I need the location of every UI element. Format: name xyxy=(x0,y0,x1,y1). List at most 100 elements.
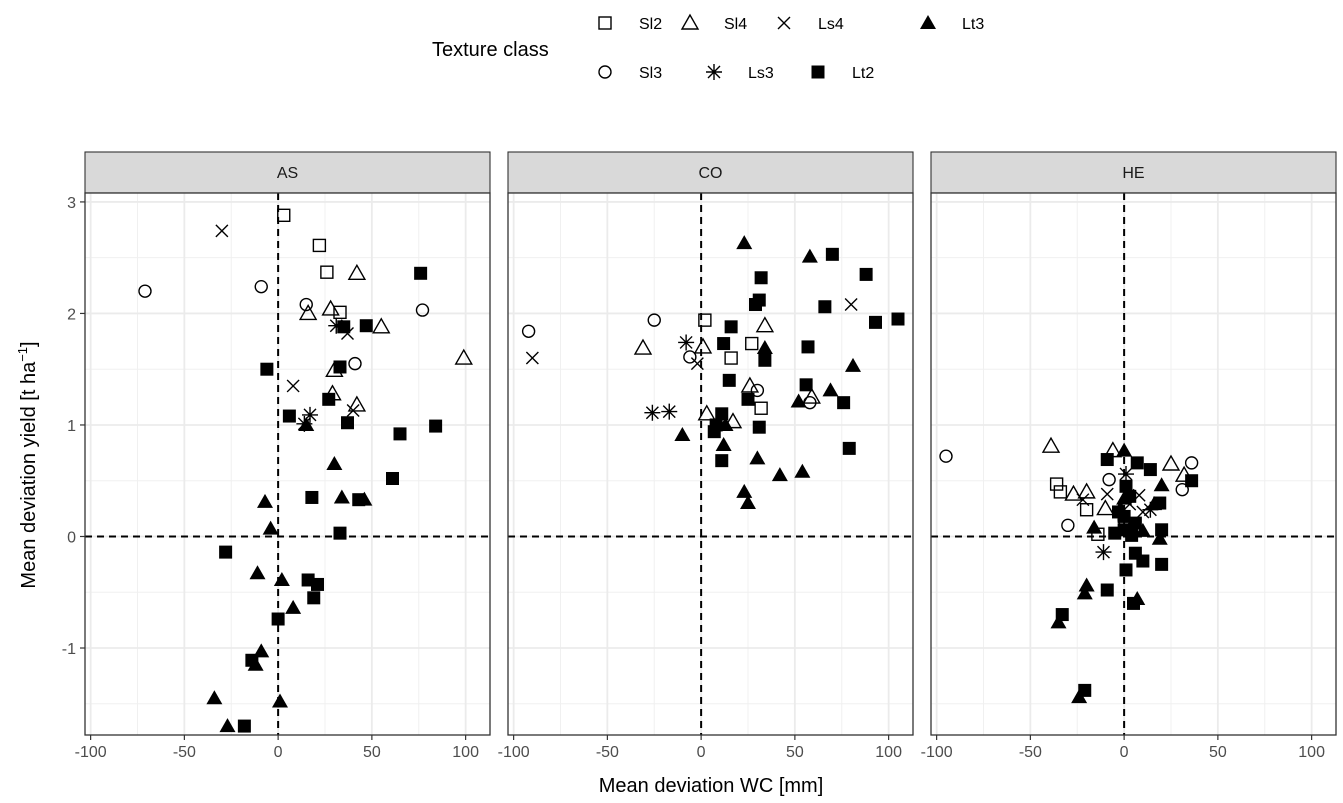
data-point-lt2 xyxy=(333,526,347,540)
data-point-lt2 xyxy=(414,266,428,280)
data-points xyxy=(138,208,473,733)
data-point-ls4 xyxy=(346,403,360,417)
data-point-lt2 xyxy=(715,454,729,468)
data-point-sl3 xyxy=(647,313,661,327)
data-point-lt2 xyxy=(359,319,373,333)
data-point-lt2 xyxy=(333,360,347,374)
data-point-sl2 xyxy=(1049,477,1064,491)
panel-strip-label: AS xyxy=(277,165,298,182)
data-point-lt3 xyxy=(253,643,270,658)
data-point-lt2 xyxy=(1143,463,1157,477)
data-point-ls3 xyxy=(678,334,695,351)
data-point-lt2 xyxy=(386,471,399,485)
data-point-sl4 xyxy=(347,263,367,280)
data-point-lt3 xyxy=(333,489,350,504)
data-point-lt3 xyxy=(794,463,811,478)
data-point-sl3 xyxy=(803,395,817,410)
data-points xyxy=(939,436,1199,704)
data-point-sl2 xyxy=(277,208,291,223)
panel-background xyxy=(508,193,913,735)
legend-key-sl4 xyxy=(680,13,700,30)
panel-strip xyxy=(930,151,1337,194)
data-point-lt3 xyxy=(272,693,288,708)
data-point-sl4 xyxy=(802,387,821,404)
data-point-sl3 xyxy=(299,297,313,312)
data-point-lt2 xyxy=(1128,516,1142,530)
legend: Texture class Sl2 Sl4 Ls4 Lt3 Sl3 Ls3 Lt2 xyxy=(432,13,984,82)
data-point-lt3 xyxy=(790,393,807,408)
y-axis-title-end: ] xyxy=(18,341,40,347)
x-tick-label: 50 xyxy=(363,744,381,761)
axes: Mean deviation WC [mm] Mean deviation yi… xyxy=(15,341,823,797)
y-axis-title-superscript: −1 xyxy=(15,347,30,362)
data-point-lt3 xyxy=(715,437,732,452)
data-point-sl3 xyxy=(1061,518,1075,533)
panel-strip-label: CO xyxy=(699,165,723,182)
data-point-lt3 xyxy=(801,248,818,263)
data-point-lt2 xyxy=(801,340,815,354)
data-point-sl4 xyxy=(347,395,367,412)
data-point-lt3 xyxy=(1153,477,1170,492)
legend-label-sl4: Sl4 xyxy=(724,16,747,33)
data-point-lt2 xyxy=(1155,523,1169,537)
data-point-lt2 xyxy=(859,267,873,281)
data-point-lt2 xyxy=(869,315,882,329)
data-point-lt2 xyxy=(891,312,905,326)
data-point-lt3 xyxy=(1050,614,1067,629)
data-point-sl4 xyxy=(1064,484,1083,501)
data-point-ls3 xyxy=(1118,466,1134,483)
data-point-lt3 xyxy=(1071,689,1088,704)
x-tick-label: 0 xyxy=(697,744,706,761)
data-point-lt2 xyxy=(341,416,354,430)
panel-background xyxy=(85,193,490,735)
panel-co: CO -100 -50 0 50 100 xyxy=(498,151,914,761)
data-point-lt3 xyxy=(1151,530,1168,545)
data-point-lt3 xyxy=(1112,500,1129,515)
data-point-lt3 xyxy=(822,382,839,397)
x-tick-label: -50 xyxy=(596,744,619,761)
data-point-sl4 xyxy=(1041,436,1061,453)
x-tick-label: 50 xyxy=(1209,744,1227,761)
panel-border xyxy=(930,192,1337,736)
legend-entry-lt3: Lt3 xyxy=(920,15,984,33)
data-point-sl3 xyxy=(521,324,536,338)
data-point-lt2 xyxy=(311,577,324,591)
data-point-sl4 xyxy=(1161,454,1181,471)
panel-strip xyxy=(507,151,914,194)
data-point-lt3 xyxy=(1116,442,1133,457)
data-point-lt2 xyxy=(749,298,762,312)
data-point-lt3 xyxy=(1146,496,1163,511)
data-point-sl3 xyxy=(1184,456,1199,470)
data-point-lt3 xyxy=(249,565,266,580)
data-point-lt2 xyxy=(837,396,851,410)
data-point-lt2 xyxy=(282,409,296,423)
legend-entry-sl2: Sl2 xyxy=(598,16,662,33)
data-point-sl4 xyxy=(633,338,653,355)
panel-he: HE -100 -50 0 50 100 xyxy=(921,151,1337,761)
data-point-lt2 xyxy=(260,362,274,376)
data-point-ls3 xyxy=(661,403,678,420)
x-tick-label: 100 xyxy=(452,744,479,761)
legend-key-sl3 xyxy=(598,65,612,79)
data-point-ls4 xyxy=(1136,505,1150,519)
data-point-lt2 xyxy=(752,420,766,434)
legend-key-lt3 xyxy=(920,15,936,29)
data-point-lt2 xyxy=(337,320,351,334)
data-point-lt3 xyxy=(736,235,753,250)
data-point-sl4 xyxy=(298,304,318,321)
panel-border xyxy=(507,192,914,736)
x-tick-label: 0 xyxy=(1120,744,1129,761)
data-point-lt2 xyxy=(1119,479,1133,493)
data-point-sl4 xyxy=(723,412,743,429)
data-point-lt2 xyxy=(307,591,321,605)
y-axis-title-main: Mean deviation yield [t ha xyxy=(18,361,40,589)
data-point-lt2 xyxy=(429,419,443,433)
data-point-ls3 xyxy=(302,406,318,423)
data-point-lt2 xyxy=(1100,453,1114,467)
legend-label-ls4: Ls4 xyxy=(818,16,844,33)
data-point-sl3 xyxy=(1102,472,1116,487)
data-point-sl4 xyxy=(454,348,473,365)
data-point-sl3 xyxy=(1175,482,1189,497)
legend-label-sl3: Sl3 xyxy=(639,65,662,82)
data-point-lt2 xyxy=(717,337,731,351)
